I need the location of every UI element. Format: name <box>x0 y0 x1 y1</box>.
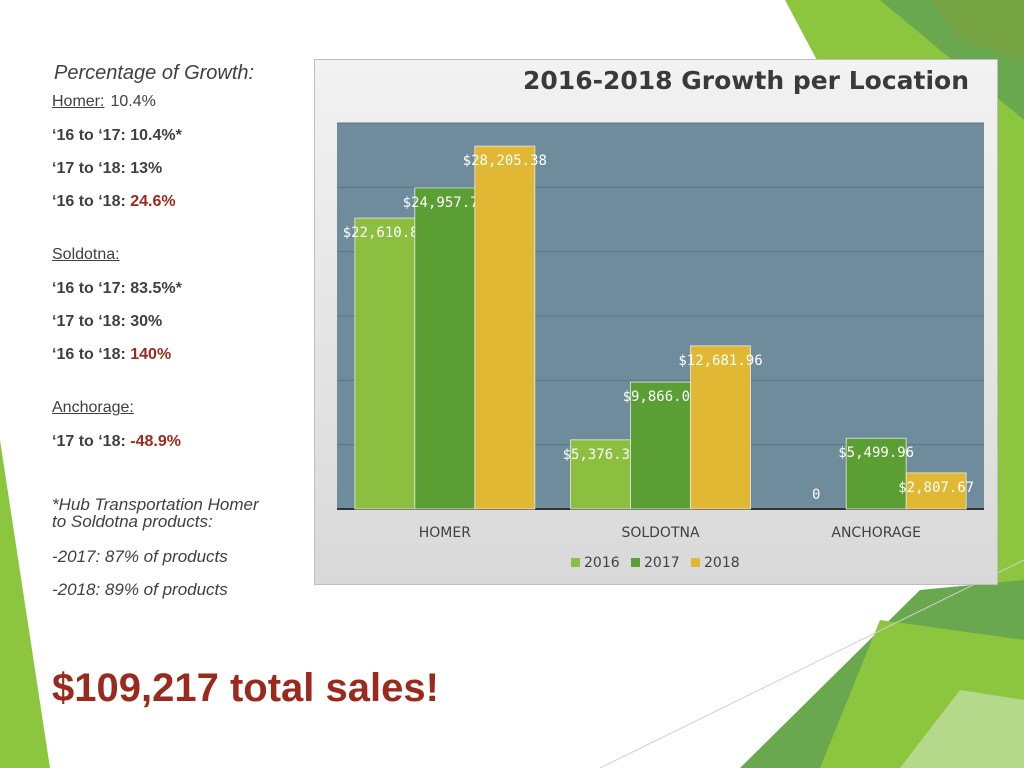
soldotna-lines: ‘16 to ‘17: 83.5%* ‘17 to ‘18: 30% ‘16 to … <box>52 280 322 364</box>
growth-percent-value: 30% <box>130 313 163 330</box>
homer-growth-line: ‘16 to ‘18: 24.6% <box>52 193 322 211</box>
category-label-anchorage: ANCHORAGE <box>831 525 921 541</box>
legend-swatch-2016 <box>571 558 580 567</box>
legend-swatch-2017 <box>631 558 640 567</box>
growth-percent-value: -48.9% <box>130 433 181 450</box>
data-label-2018-homer: $28,205.38 <box>463 153 547 169</box>
growth-percent-value: 13% <box>130 160 163 177</box>
homer-section: Homer: 10.4% ‘16 to ‘17: 10.4%* ‘17 to ‘1… <box>52 93 322 211</box>
growth-period-label: ‘17 to ‘18: <box>52 433 131 450</box>
bar-2017-soldotna <box>630 381 691 510</box>
note-line-2017: -2017: 87% of products <box>52 547 228 566</box>
bar-chart: $22,610.88 $24,957.79 $28,205.38 HOMER $5,37… <box>337 122 984 571</box>
anchorage-label: Anchorage: <box>52 399 134 416</box>
category-label-soldotna: SOLDOTNA <box>621 525 700 541</box>
growth-period-label: ‘16 to ‘18: <box>52 346 131 363</box>
homer-growth-line: ‘16 to ‘17: 10.4%* <box>52 127 322 145</box>
anchorage-section: Anchorage: ‘17 to ‘18: -48.9% <box>52 399 322 451</box>
growth-percent-value: 140% <box>130 346 172 363</box>
growth-summary-panel: Percentage of Growth: Homer: 10.4% ‘16 t… <box>52 62 322 614</box>
data-label-2017-homer: $24,957.79 <box>403 195 487 211</box>
growth-percent-value: 24.6% <box>130 193 176 210</box>
homer-overall-value: 10.4% <box>110 93 156 110</box>
bar-2017-anchorage <box>845 437 907 510</box>
left-green-shard <box>0 440 50 768</box>
growth-title: Percentage of Growth: <box>54 62 255 84</box>
growth-period-label: ‘16 to ‘17: <box>52 127 131 144</box>
soldotna-section: Soldotna: ‘16 to ‘17: 83.5%* ‘17 to ‘18: … <box>52 246 322 364</box>
homer-header: Homer: 10.4% <box>52 93 322 111</box>
homer-growth-line: ‘17 to ‘18: 13% <box>52 160 322 178</box>
category-label-homer: HOMER <box>419 525 471 541</box>
chart-panel: 2016-2018 Growth per Location $22,610.88… <box>314 59 998 585</box>
growth-period-label: ‘17 to ‘18: <box>52 313 131 330</box>
note-title-line2: to Soldotna products: <box>52 512 213 531</box>
homer-lines: ‘16 to ‘17: 10.4%* ‘17 to ‘18: 13% ‘16 to … <box>52 127 322 211</box>
growth-percent-value: 83.5%* <box>130 280 182 297</box>
note-line-2018: -2018: 89% of products <box>52 580 228 599</box>
bar-2018-anchorage <box>905 472 967 510</box>
data-label-2018-soldotna: $12,681.96 <box>678 353 762 369</box>
growth-percent-value: 10.4%* <box>130 127 182 144</box>
soldotna-growth-line: ‘16 to ‘17: 83.5%* <box>52 280 322 298</box>
data-label-2018-anchorage: $2,807.67 <box>898 480 974 496</box>
legend-label-2016: 2016 <box>584 555 620 571</box>
legend-swatch-2018 <box>691 558 700 567</box>
growth-period-label: ‘17 to ‘18: <box>52 160 131 177</box>
legend-label-2018: 2018 <box>704 555 740 571</box>
bar-2018-homer <box>474 145 536 510</box>
data-label-2016-homer: $22,610.88 <box>343 225 427 241</box>
bar-2017-homer <box>414 187 476 510</box>
legend-label-2017: 2017 <box>644 555 680 571</box>
soldotna-growth-line: ‘17 to ‘18: 30% <box>52 313 322 331</box>
bar-2018-soldotna <box>690 345 751 510</box>
growth-period-label: ‘16 to ‘18: <box>52 193 131 210</box>
bottom-right-light-shard <box>900 690 1024 768</box>
anchorage-lines: ‘17 to ‘18: -48.9% <box>52 433 322 451</box>
soldotna-label: Soldotna: <box>52 246 120 263</box>
data-label-2017-soldotna: $9,866.00 <box>623 389 699 405</box>
note-title-line1: *Hub Transportation Homer <box>52 495 259 514</box>
top-right-accent-shard <box>930 0 1024 60</box>
hub-transport-note: *Hub Transportation Homer to Soldotna pr… <box>52 496 322 598</box>
homer-label: Homer: <box>52 93 105 110</box>
data-label-2016-anchorage: 0 <box>812 487 820 503</box>
data-label-2017-anchorage: $5,499.96 <box>838 445 914 461</box>
soldotna-growth-line: ‘16 to ‘18: 140% <box>52 346 322 364</box>
anchorage-growth-line: ‘17 to ‘18: -48.9% <box>52 433 322 451</box>
total-sales-headline: $109,217 total sales! <box>52 666 439 710</box>
data-label-2016-soldotna: $5,376.38 <box>563 447 639 463</box>
growth-period-label: ‘16 to ‘17: <box>52 280 131 297</box>
chart-title: 2016-2018 Growth per Location <box>523 66 969 95</box>
bar-2016-homer <box>354 217 416 510</box>
deco-line <box>599 559 1024 768</box>
